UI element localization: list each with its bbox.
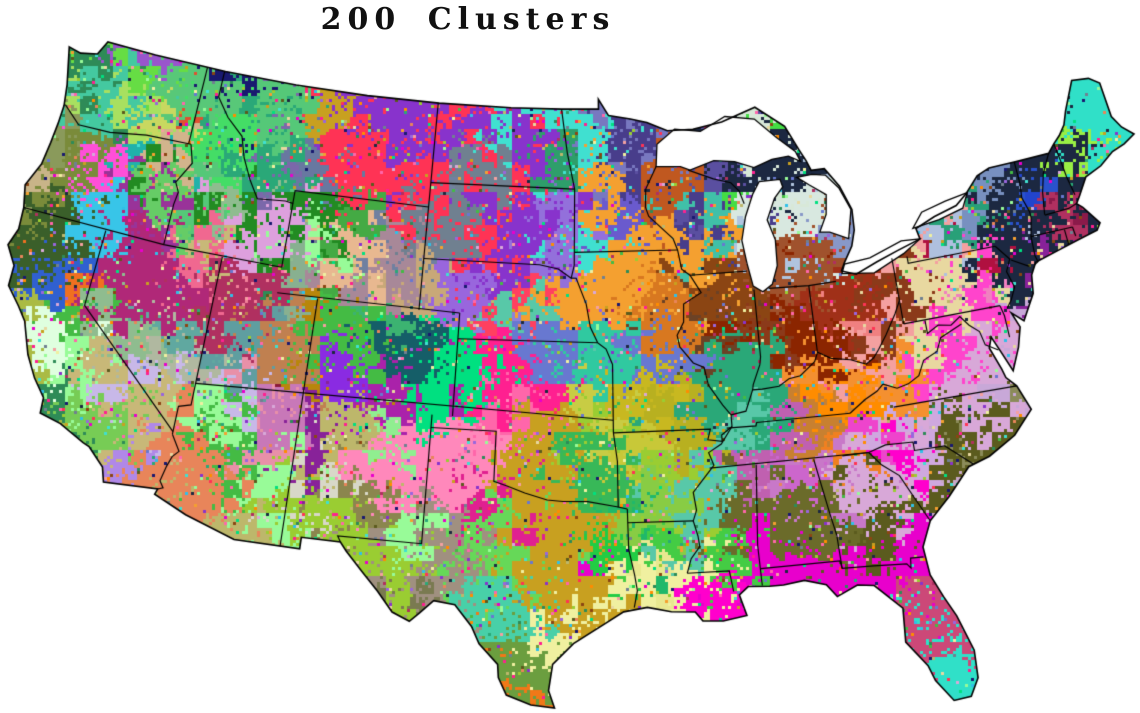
map-title: 200 Clusters bbox=[320, 2, 616, 37]
